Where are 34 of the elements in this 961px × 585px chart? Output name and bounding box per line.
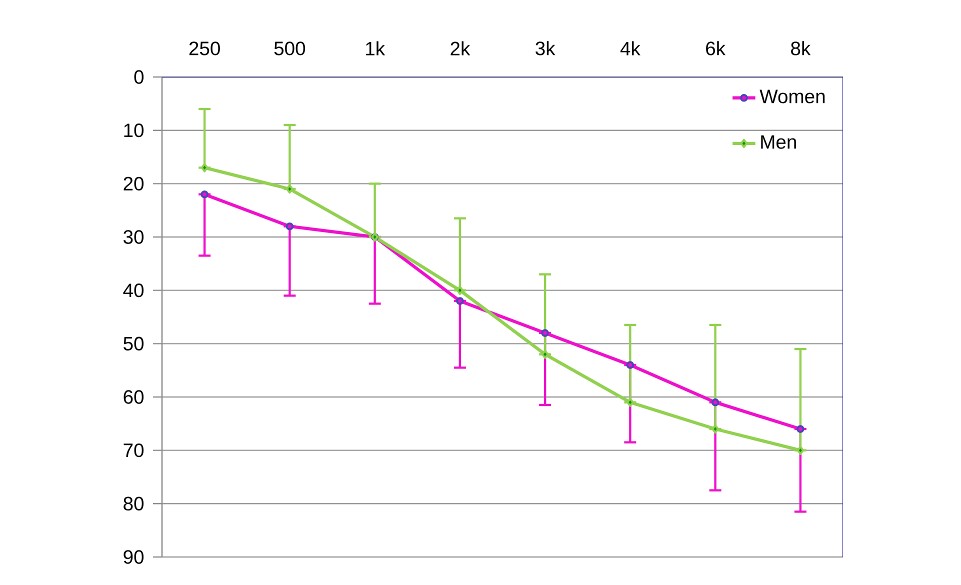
y-tick-label: 80 — [124, 496, 144, 511]
point — [796, 446, 804, 455]
point — [200, 163, 208, 172]
point — [286, 222, 294, 230]
point — [541, 350, 549, 359]
legend-label: Women — [760, 90, 825, 104]
x-tick-label: 250 — [189, 42, 220, 56]
x-tick-label: 3k — [536, 41, 556, 56]
y-tick-label: 60 — [124, 390, 144, 404]
x-tick-label: 4k — [620, 41, 640, 56]
legend-label: Men — [761, 135, 796, 149]
y-tick-label: 0 — [134, 70, 144, 84]
point — [286, 184, 294, 194]
point — [712, 424, 720, 434]
point — [456, 286, 464, 295]
x-tick-label: 6k — [706, 41, 726, 56]
y-tick-label: 50 — [124, 336, 144, 351]
y-tick-label: 90 — [124, 550, 144, 564]
x-tick-label: 8k — [791, 41, 811, 56]
point — [626, 361, 634, 369]
x-tick-label: 1k — [366, 41, 386, 56]
y-tick-label: 40 — [123, 283, 144, 298]
y-tick-label: 10 — [124, 123, 144, 138]
point — [200, 190, 208, 198]
y-tick-label: 30 — [124, 230, 144, 244]
point — [711, 398, 720, 406]
point — [541, 329, 549, 337]
point — [796, 425, 804, 433]
x-tick-label: 500 — [274, 42, 306, 56]
y-tick-label: 70 — [124, 443, 144, 458]
y-tick-label: 20 — [124, 176, 144, 191]
point — [456, 297, 464, 305]
point — [626, 398, 634, 407]
x-tick-label: 2k — [450, 41, 470, 56]
